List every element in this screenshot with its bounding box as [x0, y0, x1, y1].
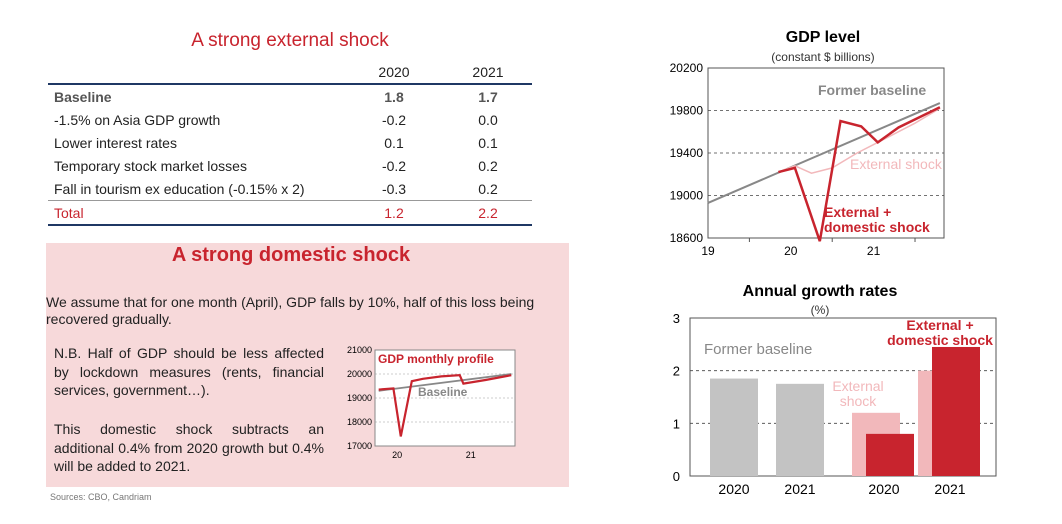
domestic-shock-impact: This domestic shock subtracts an additio… — [54, 421, 324, 474]
row-label: Baseline — [54, 88, 112, 105]
total-value-2020: 1.2 — [344, 200, 438, 226]
monthly-baseline-line — [378, 373, 512, 392]
external-domestic-label: External + domestic shock — [824, 204, 930, 235]
x-tick-label: 2021 — [784, 481, 815, 497]
growth-title: Annual growth rates — [743, 283, 898, 300]
external-shock-title: A strong external shock — [191, 30, 389, 51]
monthly-gdp-profile-line — [378, 374, 512, 437]
growth-y-ticks: 3 2 1 0 — [673, 311, 680, 484]
gdp-lines — [707, 102, 941, 242]
row-label: Lower interest rates — [54, 134, 177, 151]
y-tick-label: 17000 — [347, 441, 372, 451]
y-tick-label: 19000 — [670, 189, 704, 203]
x-tick-label: 21 — [867, 244, 881, 258]
growth-bars — [710, 346, 980, 476]
x-tick-label: 19 — [701, 244, 715, 258]
y-tick-label: 20200 — [670, 61, 704, 75]
row-value-2021: 0.1 — [478, 134, 498, 151]
y-tick-label: 0 — [673, 469, 680, 484]
x-tick-label: 2021 — [934, 481, 965, 497]
former-baseline-bar — [710, 378, 758, 476]
row-value-2020: -0.2 — [381, 157, 407, 174]
y-tick-label: 21000 — [347, 345, 372, 355]
growth-subtitle: (%) — [811, 303, 830, 317]
y-tick-label: 19000 — [347, 393, 372, 403]
row-value-2021: 0.2 — [478, 157, 498, 174]
header-label — [48, 60, 344, 85]
former-baseline-bar — [776, 383, 824, 476]
y-tick-label: 19800 — [670, 104, 704, 118]
growth-x-ticks: 2020 2021 2020 2021 — [718, 481, 965, 497]
gdp-y-ticks: 20200 19800 19400 19000 18600 — [670, 61, 704, 245]
gdp-x-ticks: 19 20 21 — [701, 238, 916, 258]
header-2020: 2020 — [344, 60, 438, 85]
former-baseline-line — [707, 102, 941, 204]
external-shock-line — [778, 107, 941, 174]
row-value-2021: 0.0 — [478, 111, 498, 128]
y-tick-label: 18000 — [347, 417, 372, 427]
gdp-level-chart: GDP level (constant $ billions) 20200 198… — [670, 29, 945, 258]
total-label: Total — [48, 200, 344, 226]
growth-external-shock-label: External shock — [832, 378, 883, 409]
row-value-2021: 1.7 — [478, 88, 498, 105]
monthly-lines — [378, 373, 512, 437]
growth-former-baseline-label: Former baseline — [704, 341, 812, 358]
monthly-chart-title: GDP monthly profile — [378, 352, 494, 366]
x-tick-label: 2020 — [718, 481, 749, 497]
external-shock-label: External shock — [850, 156, 943, 172]
x-tick-label: 20 — [392, 450, 402, 460]
monthly-baseline-label: Baseline — [418, 385, 468, 399]
row-value-2020: 0.1 — [384, 134, 404, 151]
gdp-level-subtitle: (constant $ billions) — [771, 50, 874, 64]
x-tick-label: 21 — [466, 450, 476, 460]
domestic-shock-title: A strong domestic shock — [171, 244, 411, 266]
x-tick-label: 20 — [784, 244, 798, 258]
table-row: Temporary stock market losses -0.2 0.2 — [48, 154, 532, 177]
row-value-2020: -0.3 — [381, 180, 407, 197]
gdp-level-title: GDP level — [786, 29, 860, 46]
row-value-2021: 0.2 — [478, 180, 498, 197]
domestic-shock-assumption: We assume that for one month (April), GD… — [46, 294, 535, 327]
external-shock-table: 2020 2021 Baseline 1.8 1.7 -1.5% on Asia… — [48, 60, 532, 226]
row-label: Temporary stock market losses — [54, 157, 247, 174]
external-domestic-shock-bar — [932, 346, 980, 476]
table-row: Fall in tourism ex education (-0.15% x 2… — [48, 177, 532, 201]
y-tick-label: 3 — [673, 311, 680, 326]
row-label: -1.5% on Asia GDP growth — [54, 111, 221, 128]
y-tick-label: 1 — [673, 416, 680, 431]
header-2021: 2021 — [438, 60, 532, 85]
row-label: Fall in tourism ex education (-0.15% x 2… — [54, 180, 305, 197]
y-tick-label: 18600 — [670, 231, 704, 245]
monthly-grid — [375, 373, 515, 423]
row-value-2020: 1.8 — [384, 88, 404, 105]
sources-note: Sources: CBO, Candriam — [50, 492, 152, 502]
growth-external-domestic-label: External + domestic shock — [887, 317, 993, 348]
external-domestic-shock-bar — [866, 433, 914, 476]
table-row: -1.5% on Asia GDP growth -0.2 0.0 — [48, 108, 532, 131]
table-row: Lower interest rates 0.1 0.1 — [48, 131, 532, 154]
y-tick-label: 19400 — [670, 146, 704, 160]
table-header-row: 2020 2021 — [48, 60, 532, 85]
former-baseline-label: Former baseline — [818, 82, 926, 98]
external-domestic-shock-line — [778, 106, 941, 242]
y-tick-label: 2 — [673, 364, 680, 379]
monthly-x-ticks: 20 21 — [392, 450, 476, 460]
domestic-shock-note: N.B. Half of GDP should be less affected… — [54, 345, 324, 398]
y-tick-label: 20000 — [347, 369, 372, 379]
x-tick-label: 2020 — [868, 481, 899, 497]
row-value-2020: -0.2 — [381, 111, 407, 128]
total-value-2021: 2.2 — [438, 200, 532, 226]
table-row: Baseline 1.8 1.7 — [48, 84, 532, 108]
total-row: Total 1.2 2.2 — [48, 200, 532, 226]
monthly-y-ticks: 21000 20000 19000 18000 17000 — [347, 345, 372, 451]
